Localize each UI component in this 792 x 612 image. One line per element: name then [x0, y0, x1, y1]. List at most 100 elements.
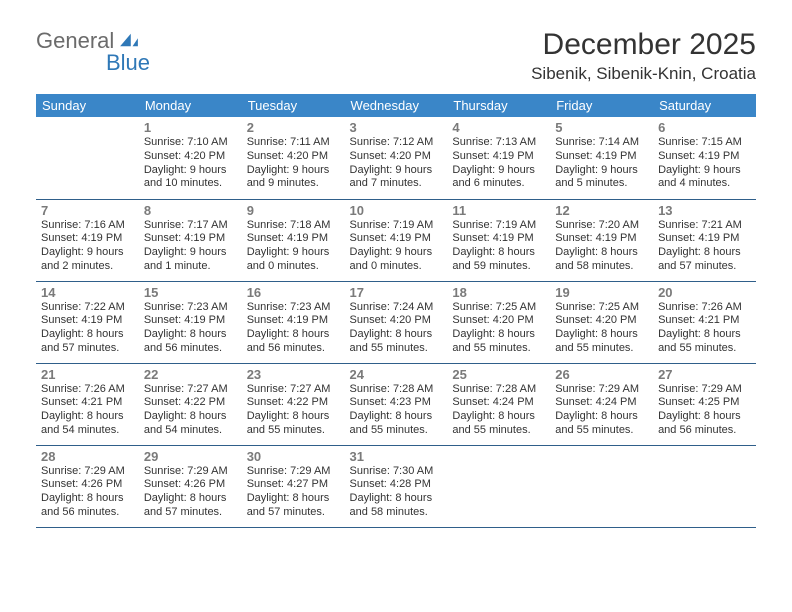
sunrise-line: Sunrise: 7:25 AM [452, 301, 545, 315]
calendar-cell: 14Sunrise: 7:22 AMSunset: 4:19 PMDayligh… [36, 281, 139, 363]
sunset-line: Sunset: 4:27 PM [247, 478, 340, 492]
sunrise-line: Sunrise: 7:21 AM [658, 219, 751, 233]
daylight-line-2: and 55 minutes. [452, 424, 545, 438]
day-info: Sunrise: 7:16 AMSunset: 4:19 PMDaylight:… [41, 219, 134, 274]
calendar-cell: 20Sunrise: 7:26 AMSunset: 4:21 PMDayligh… [653, 281, 756, 363]
calendar-cell: 30Sunrise: 7:29 AMSunset: 4:27 PMDayligh… [242, 445, 345, 527]
calendar-cell: 19Sunrise: 7:25 AMSunset: 4:20 PMDayligh… [550, 281, 653, 363]
day-number: 16 [247, 285, 340, 300]
calendar-cell: 15Sunrise: 7:23 AMSunset: 4:19 PMDayligh… [139, 281, 242, 363]
daylight-line-1: Daylight: 9 hours [247, 164, 340, 178]
day-info: Sunrise: 7:26 AMSunset: 4:21 PMDaylight:… [658, 301, 751, 356]
col-saturday: Saturday [653, 94, 756, 117]
daylight-line-1: Daylight: 9 hours [555, 164, 648, 178]
calendar-cell: 29Sunrise: 7:29 AMSunset: 4:26 PMDayligh… [139, 445, 242, 527]
sunrise-line: Sunrise: 7:26 AM [41, 383, 134, 397]
calendar-cell: 23Sunrise: 7:27 AMSunset: 4:22 PMDayligh… [242, 363, 345, 445]
sunrise-line: Sunrise: 7:11 AM [247, 136, 340, 150]
day-info: Sunrise: 7:30 AMSunset: 4:28 PMDaylight:… [350, 465, 443, 520]
day-info: Sunrise: 7:25 AMSunset: 4:20 PMDaylight:… [555, 301, 648, 356]
calendar-cell: 8Sunrise: 7:17 AMSunset: 4:19 PMDaylight… [139, 199, 242, 281]
daylight-line-1: Daylight: 8 hours [41, 328, 134, 342]
day-number: 3 [350, 120, 443, 135]
sunset-line: Sunset: 4:19 PM [658, 232, 751, 246]
daylight-line-2: and 57 minutes. [41, 342, 134, 356]
sunrise-line: Sunrise: 7:10 AM [144, 136, 237, 150]
sunset-line: Sunset: 4:21 PM [658, 314, 751, 328]
daylight-line-2: and 1 minute. [144, 260, 237, 274]
sunrise-line: Sunrise: 7:22 AM [41, 301, 134, 315]
sunset-line: Sunset: 4:19 PM [452, 150, 545, 164]
day-number: 23 [247, 367, 340, 382]
daylight-line-1: Daylight: 9 hours [350, 246, 443, 260]
day-info: Sunrise: 7:12 AMSunset: 4:20 PMDaylight:… [350, 136, 443, 191]
daylight-line-2: and 0 minutes. [350, 260, 443, 274]
calendar-cell: 17Sunrise: 7:24 AMSunset: 4:20 PMDayligh… [345, 281, 448, 363]
day-info: Sunrise: 7:22 AMSunset: 4:19 PMDaylight:… [41, 301, 134, 356]
col-monday: Monday [139, 94, 242, 117]
sunrise-line: Sunrise: 7:16 AM [41, 219, 134, 233]
day-info: Sunrise: 7:25 AMSunset: 4:20 PMDaylight:… [452, 301, 545, 356]
calendar-cell [550, 445, 653, 527]
calendar-row: 14Sunrise: 7:22 AMSunset: 4:19 PMDayligh… [36, 281, 756, 363]
sunset-line: Sunset: 4:25 PM [658, 396, 751, 410]
day-number: 6 [658, 120, 751, 135]
daylight-line-1: Daylight: 8 hours [555, 410, 648, 424]
sunset-line: Sunset: 4:19 PM [144, 232, 237, 246]
daylight-line-1: Daylight: 9 hours [144, 246, 237, 260]
sunrise-line: Sunrise: 7:24 AM [350, 301, 443, 315]
daylight-line-1: Daylight: 9 hours [350, 164, 443, 178]
calendar-cell: 1Sunrise: 7:10 AMSunset: 4:20 PMDaylight… [139, 117, 242, 199]
sunrise-line: Sunrise: 7:29 AM [247, 465, 340, 479]
sunset-line: Sunset: 4:26 PM [41, 478, 134, 492]
sunset-line: Sunset: 4:20 PM [247, 150, 340, 164]
daylight-line-2: and 58 minutes. [350, 506, 443, 520]
day-info: Sunrise: 7:14 AMSunset: 4:19 PMDaylight:… [555, 136, 648, 191]
sunset-line: Sunset: 4:22 PM [144, 396, 237, 410]
sunset-line: Sunset: 4:19 PM [41, 314, 134, 328]
sunset-line: Sunset: 4:20 PM [350, 150, 443, 164]
daylight-line-1: Daylight: 8 hours [41, 410, 134, 424]
sunset-line: Sunset: 4:20 PM [555, 314, 648, 328]
calendar-cell: 28Sunrise: 7:29 AMSunset: 4:26 PMDayligh… [36, 445, 139, 527]
sunrise-line: Sunrise: 7:27 AM [144, 383, 237, 397]
sunrise-line: Sunrise: 7:23 AM [144, 301, 237, 315]
sunset-line: Sunset: 4:28 PM [350, 478, 443, 492]
sunset-line: Sunset: 4:19 PM [144, 314, 237, 328]
sunset-line: Sunset: 4:20 PM [350, 314, 443, 328]
calendar-cell: 24Sunrise: 7:28 AMSunset: 4:23 PMDayligh… [345, 363, 448, 445]
daylight-line-2: and 59 minutes. [452, 260, 545, 274]
day-number: 11 [452, 203, 545, 218]
calendar-cell: 5Sunrise: 7:14 AMSunset: 4:19 PMDaylight… [550, 117, 653, 199]
sunset-line: Sunset: 4:19 PM [41, 232, 134, 246]
calendar-cell: 13Sunrise: 7:21 AMSunset: 4:19 PMDayligh… [653, 199, 756, 281]
calendar-cell: 12Sunrise: 7:20 AMSunset: 4:19 PMDayligh… [550, 199, 653, 281]
day-info: Sunrise: 7:10 AMSunset: 4:20 PMDaylight:… [144, 136, 237, 191]
daylight-line-2: and 4 minutes. [658, 177, 751, 191]
calendar-cell: 3Sunrise: 7:12 AMSunset: 4:20 PMDaylight… [345, 117, 448, 199]
day-info: Sunrise: 7:23 AMSunset: 4:19 PMDaylight:… [144, 301, 237, 356]
sunset-line: Sunset: 4:19 PM [350, 232, 443, 246]
sunrise-line: Sunrise: 7:14 AM [555, 136, 648, 150]
day-info: Sunrise: 7:27 AMSunset: 4:22 PMDaylight:… [144, 383, 237, 438]
day-info: Sunrise: 7:28 AMSunset: 4:23 PMDaylight:… [350, 383, 443, 438]
logo: General Blue [36, 28, 150, 76]
day-number: 14 [41, 285, 134, 300]
day-info: Sunrise: 7:29 AMSunset: 4:27 PMDaylight:… [247, 465, 340, 520]
day-info: Sunrise: 7:21 AMSunset: 4:19 PMDaylight:… [658, 219, 751, 274]
daylight-line-2: and 6 minutes. [452, 177, 545, 191]
daylight-line-1: Daylight: 8 hours [350, 492, 443, 506]
col-sunday: Sunday [36, 94, 139, 117]
calendar-cell: 21Sunrise: 7:26 AMSunset: 4:21 PMDayligh… [36, 363, 139, 445]
calendar-row: 28Sunrise: 7:29 AMSunset: 4:26 PMDayligh… [36, 445, 756, 527]
logo-word-blue: Blue [106, 50, 150, 76]
day-number: 7 [41, 203, 134, 218]
sunrise-line: Sunrise: 7:15 AM [658, 136, 751, 150]
calendar-cell: 11Sunrise: 7:19 AMSunset: 4:19 PMDayligh… [447, 199, 550, 281]
day-info: Sunrise: 7:27 AMSunset: 4:22 PMDaylight:… [247, 383, 340, 438]
sail-icon [118, 32, 140, 48]
daylight-line-2: and 55 minutes. [658, 342, 751, 356]
daylight-line-2: and 56 minutes. [41, 506, 134, 520]
daylight-line-2: and 55 minutes. [350, 424, 443, 438]
col-wednesday: Wednesday [345, 94, 448, 117]
